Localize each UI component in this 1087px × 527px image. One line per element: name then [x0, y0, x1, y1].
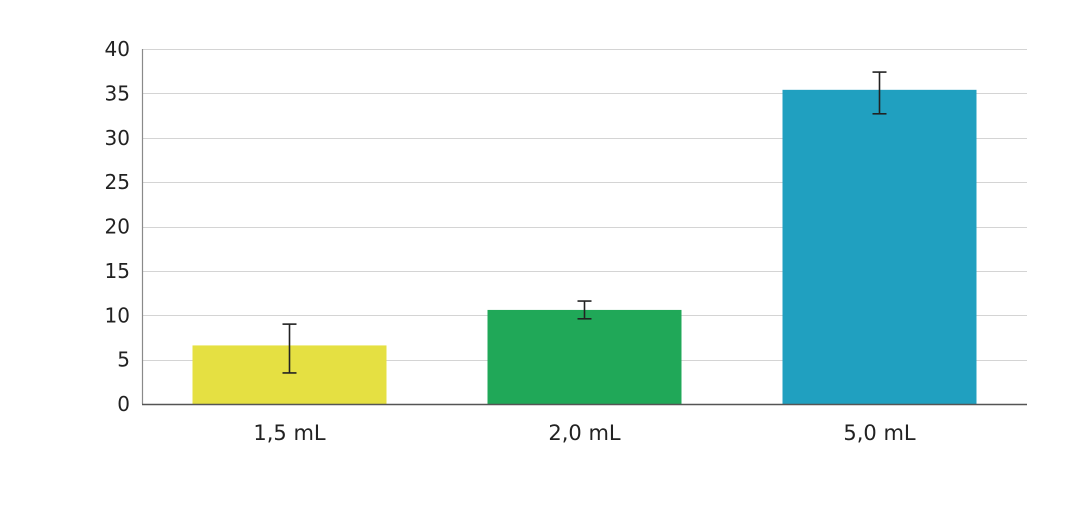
y-tick-label: 20 — [105, 215, 130, 239]
bar — [487, 309, 682, 404]
y-tick-label: 5 — [117, 348, 130, 372]
y-tick-label: 35 — [105, 81, 130, 105]
y-tick-label: 15 — [105, 259, 130, 283]
y-tick-label: 30 — [105, 126, 130, 150]
y-tick-label: 25 — [105, 170, 130, 194]
bar — [782, 89, 977, 404]
y-tick-label: 40 — [105, 37, 130, 61]
y-tick-label: 10 — [105, 303, 130, 327]
y-tick-label: 0 — [117, 392, 130, 416]
error-bars — [282, 71, 887, 374]
x-tick-labels: 1,5 mL 2,0 mL 5,0 mL — [253, 421, 916, 445]
bars — [192, 89, 977, 404]
x-tick-label: 5,0 mL — [843, 421, 916, 445]
x-tick-label: 2,0 mL — [548, 421, 621, 445]
axes — [141, 49, 1027, 406]
y-tick-labels: 0 5 10 15 20 25 30 35 40 — [105, 37, 130, 416]
gridlines — [142, 49, 1027, 361]
x-tick-label: 1,5 mL — [253, 421, 326, 445]
